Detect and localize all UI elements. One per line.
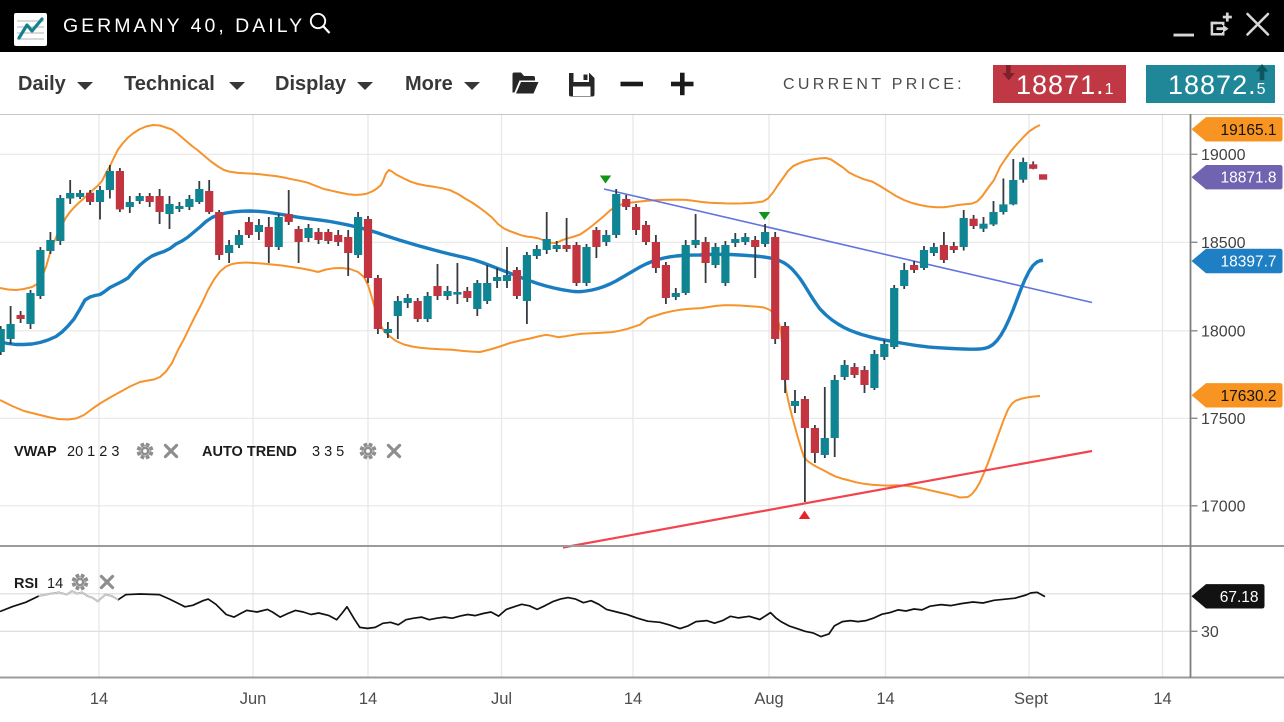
svg-text:17630.2: 17630.2 <box>1220 388 1276 405</box>
svg-text:19000: 19000 <box>1201 147 1246 164</box>
svg-text:14: 14 <box>47 576 63 592</box>
svg-text:18871.8: 18871.8 <box>1220 170 1276 187</box>
svg-text:14: 14 <box>876 690 894 708</box>
svg-text:RSI: RSI <box>14 576 38 592</box>
svg-text:14: 14 <box>624 690 642 708</box>
svg-text:Jun: Jun <box>240 690 267 708</box>
svg-text:67.18: 67.18 <box>1220 589 1259 606</box>
svg-text:Sept: Sept <box>1014 690 1048 708</box>
svg-text:30: 30 <box>1201 624 1219 641</box>
svg-text:18500: 18500 <box>1201 235 1246 252</box>
svg-text:Aug: Aug <box>754 690 783 708</box>
svg-text:20 1 2 3: 20 1 2 3 <box>67 444 119 460</box>
svg-text:VWAP: VWAP <box>14 444 57 460</box>
svg-text:18000: 18000 <box>1201 323 1246 340</box>
svg-text:17000: 17000 <box>1201 498 1246 515</box>
svg-text:14: 14 <box>90 690 108 708</box>
svg-text:14: 14 <box>359 690 377 708</box>
svg-text:14: 14 <box>1153 690 1171 708</box>
svg-text:AUTO TREND: AUTO TREND <box>202 444 297 460</box>
svg-text:Jul: Jul <box>491 690 512 708</box>
svg-text:18397.7: 18397.7 <box>1220 254 1276 271</box>
svg-text:19165.1: 19165.1 <box>1220 122 1276 139</box>
svg-text:17500: 17500 <box>1201 411 1246 428</box>
svg-text:3 3 5: 3 3 5 <box>312 444 344 460</box>
